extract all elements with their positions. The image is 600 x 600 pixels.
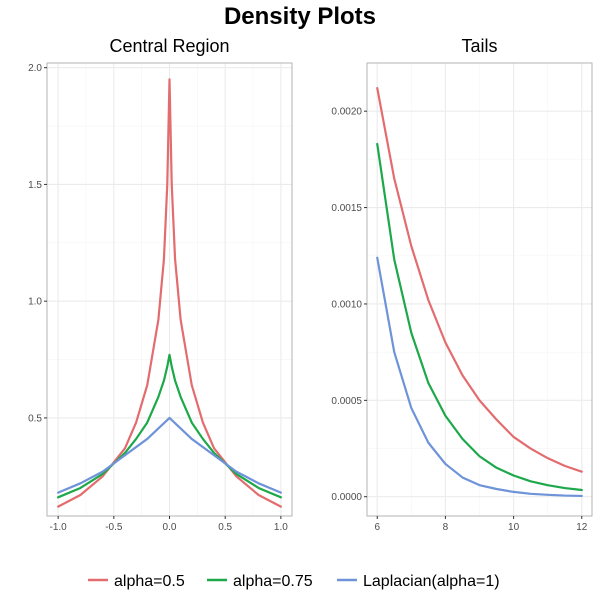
series-line-alpha-0-5-central: [57, 78, 282, 508]
legend-label-laplacian: Laplacian(alpha=1): [363, 573, 500, 590]
x-tick-label: 0.5: [218, 522, 232, 533]
y-tick-label: 0.5: [28, 413, 42, 424]
y-tick-label: 2.0: [28, 63, 42, 74]
y-tick-label: 0.0000: [331, 492, 362, 503]
series-line-alpha-0-5-tails: [376, 86, 583, 473]
series-line-alpha-0-75-tails: [376, 142, 583, 492]
legend: alpha=0.5 alpha=0.75 Laplacian(alpha=1): [88, 573, 500, 590]
y-tick-label: 1.0: [28, 297, 42, 308]
panel-title-central: Central Region: [109, 36, 229, 56]
figure-title: Density Plots: [224, 3, 376, 30]
x-tick-label: 1.0: [274, 522, 288, 533]
legend-item-alpha-0-75: alpha=0.75: [207, 573, 313, 590]
panel-central-region: Central Region -1.0 -0.5 0.0 0.5 1.0 0.5 1.0 1.…: [28, 36, 293, 533]
legend-item-laplacian: Laplacian(alpha=1): [337, 573, 500, 590]
panel-tails: Tails 6 8 10 12 0.0000 0.0005 0.0010 0.0015 0.00…: [331, 36, 593, 533]
legend-label-alpha-0-75: alpha=0.75: [233, 573, 313, 590]
y-tick-label: 0.0010: [331, 299, 362, 310]
y-tick-label: 0.0015: [331, 203, 362, 214]
series-line-laplacian-alpha-1-tails: [376, 256, 583, 498]
x-tick-label: -1.0: [50, 522, 68, 533]
x-tick-label: 8: [443, 522, 449, 533]
panel-border: [366, 62, 593, 517]
x-tick-label: 12: [576, 522, 588, 533]
panel-title-tails: Tails: [461, 36, 497, 56]
x-tick-label: -0.5: [105, 522, 123, 533]
y-tick-label: 0.0005: [331, 396, 362, 407]
x-tick-label: 0.0: [163, 522, 177, 533]
y-tick-label: 0.0020: [331, 107, 362, 118]
x-tick-label: 10: [508, 522, 520, 533]
series-line-alpha-0-75-central: [57, 353, 282, 499]
legend-label-alpha-0-5: alpha=0.5: [114, 573, 185, 590]
x-tick-label: 6: [374, 522, 380, 533]
series-line-laplacian-alpha-1-central: [57, 416, 282, 494]
y-tick-label: 1.5: [28, 180, 42, 191]
legend-item-alpha-0-5: alpha=0.5: [88, 573, 185, 590]
